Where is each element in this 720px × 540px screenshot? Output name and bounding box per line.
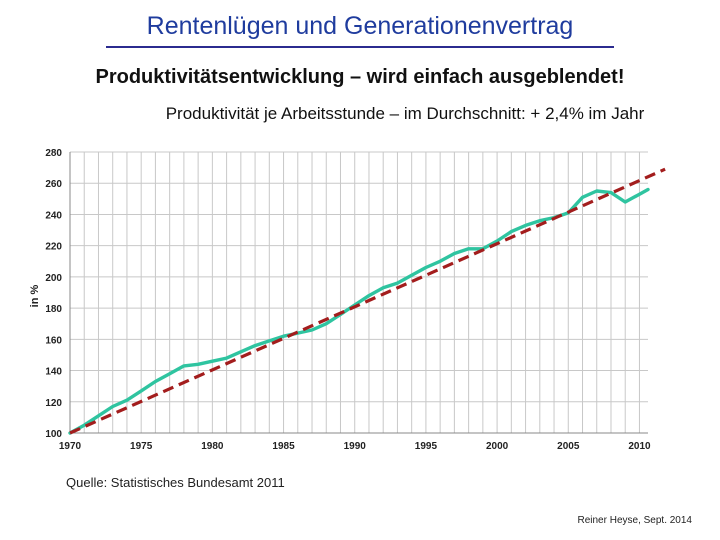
x-tick-label: 1970 — [59, 441, 82, 452]
y-tick-label: 220 — [45, 242, 62, 253]
y-tick-label: 280 — [45, 148, 62, 159]
x-tick-label: 1995 — [415, 441, 438, 452]
x-tick-label: 1985 — [272, 441, 295, 452]
grid — [69, 151, 648, 434]
series-line-trend — [69, 167, 666, 435]
slide-title: Rentenlügen und Generationenvertrag — [146, 12, 574, 40]
y-tick-label: 180 — [45, 304, 62, 315]
y-tick-label: 260 — [45, 179, 62, 190]
y-axis-title: in % — [29, 284, 41, 307]
series-line-productivity — [68, 187, 650, 435]
tick-labels: 100 120 140 160 180 200 220 240 260 280 1970 1975 19… — [45, 148, 651, 452]
title-underline — [106, 46, 614, 48]
series — [68, 167, 666, 435]
x-tick-label: 1990 — [344, 441, 367, 452]
y-tick-label: 140 — [45, 367, 62, 378]
y-tick-label: 200 — [45, 273, 62, 284]
x-tick-label: 1980 — [201, 441, 224, 452]
x-tick-label: 2000 — [486, 441, 509, 452]
x-tick-label: 1975 — [130, 441, 153, 452]
x-tick-label: 2005 — [557, 441, 580, 452]
chart-title: Produktivität je Arbeitsstunde – im Durc… — [165, 104, 645, 123]
source-note: Quelle: Statistisches Bundesamt 2011 — [66, 475, 285, 490]
author-credit: Reiner Heyse, Sept. 2014 — [577, 515, 692, 526]
slide-subtitle: Produktivitätsentwicklung – wird einfach… — [95, 66, 625, 88]
y-tick-label: 160 — [45, 335, 62, 346]
y-tick-label: 240 — [45, 210, 62, 221]
y-tick-label: 100 — [45, 429, 62, 440]
x-tick-label: 2010 — [628, 441, 651, 452]
y-tick-label: 120 — [45, 398, 62, 409]
axes — [69, 152, 648, 434]
